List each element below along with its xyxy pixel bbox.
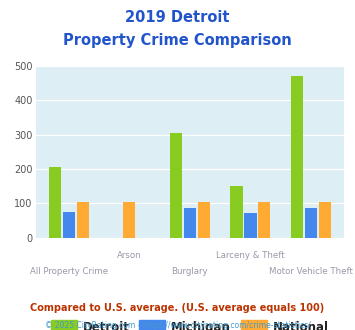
Text: Motor Vehicle Theft: Motor Vehicle Theft	[269, 267, 353, 276]
Bar	[49, 167, 61, 238]
Legend: Detroit, Michigan, National: Detroit, Michigan, National	[47, 315, 333, 330]
Text: Burglary: Burglary	[171, 267, 208, 276]
Text: Property Crime Comparison: Property Crime Comparison	[63, 33, 292, 48]
Text: Compared to U.S. average. (U.S. average equals 100): Compared to U.S. average. (U.S. average …	[31, 303, 324, 313]
Text: All Property Crime: All Property Crime	[30, 267, 108, 276]
Bar	[198, 202, 210, 238]
Text: Larceny & Theft: Larceny & Theft	[216, 251, 285, 260]
Text: © 2025 CityRating.com - https://www.cityrating.com/crime-statistics/: © 2025 CityRating.com - https://www.city…	[45, 321, 310, 330]
Bar	[230, 186, 242, 238]
Bar	[184, 209, 196, 238]
Bar	[305, 209, 317, 238]
Text: Arson: Arson	[117, 251, 142, 260]
Bar	[319, 202, 331, 238]
Bar	[170, 133, 182, 238]
Bar	[77, 202, 89, 238]
Bar	[245, 213, 257, 238]
Bar	[291, 76, 303, 238]
Bar	[63, 212, 75, 238]
Text: 2019 Detroit: 2019 Detroit	[125, 10, 230, 25]
Bar	[123, 202, 135, 238]
Bar	[258, 202, 271, 238]
